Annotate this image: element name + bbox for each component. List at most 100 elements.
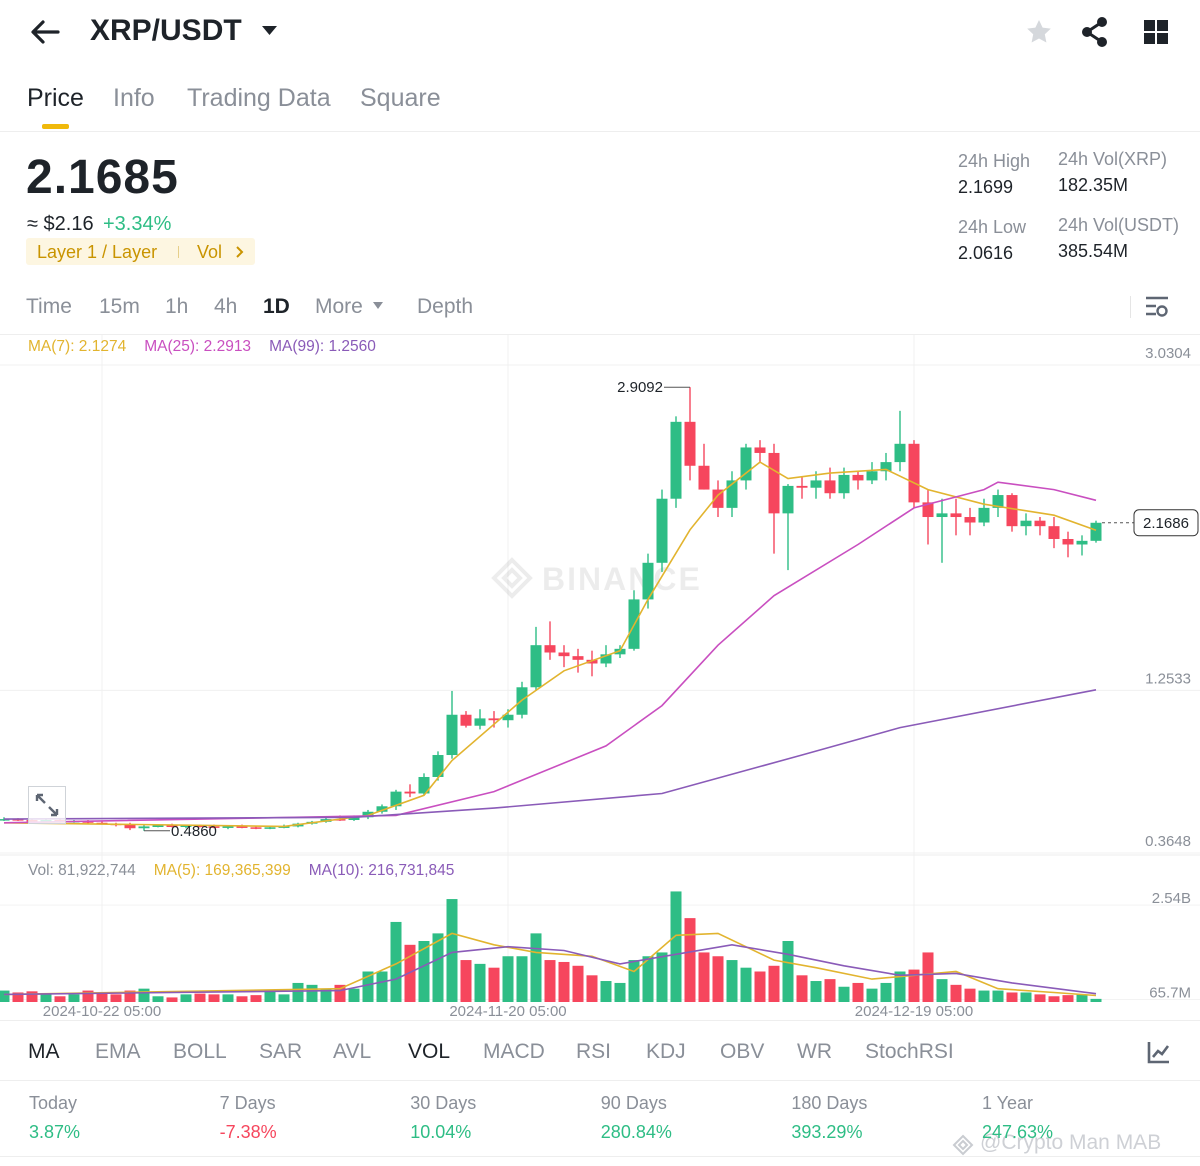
back-button[interactable]	[28, 18, 62, 46]
volume-bar	[124, 990, 136, 1002]
legend-item: MA(99): 1.2560	[269, 338, 376, 355]
candle-body	[768, 452, 780, 514]
pair-title[interactable]: XRP/USDT	[90, 14, 242, 47]
stat-value: 2.1699	[958, 177, 1014, 197]
candle-body	[460, 714, 472, 726]
volume-bar	[684, 918, 696, 1002]
volume-bar	[348, 988, 360, 1002]
indicator[interactable]: OBV	[720, 1040, 765, 1063]
tab[interactable]: Price	[27, 84, 84, 112]
return-label: 30 Days	[410, 1093, 477, 1113]
tag[interactable]: Vol	[197, 242, 223, 262]
candle-body	[936, 513, 948, 518]
watermark-logo	[491, 557, 533, 599]
legend-item: MA(5): 169,365,399	[153, 862, 291, 879]
candle-body	[586, 659, 598, 664]
volume-bar	[1034, 994, 1046, 1002]
divider	[1130, 296, 1131, 318]
ma-line	[3, 689, 1097, 820]
indicator[interactable]: AVL	[333, 1040, 372, 1063]
volume-bar	[586, 975, 598, 1002]
share-icon[interactable]	[1080, 16, 1110, 48]
volume-bar	[376, 971, 388, 1002]
interval[interactable]: Time	[26, 295, 72, 318]
candle-body	[208, 826, 220, 828]
interval[interactable]: 1h	[165, 295, 189, 318]
legend-item: MA(10): 216,731,845	[308, 862, 455, 879]
tab[interactable]: Info	[113, 84, 155, 112]
candle-body	[950, 513, 962, 518]
candle-body	[376, 806, 388, 812]
interval[interactable]: 1D	[263, 295, 290, 318]
candle-body	[572, 656, 584, 660]
candle-body	[740, 447, 752, 481]
volume-bar	[180, 994, 192, 1002]
volume-bar	[1090, 998, 1102, 1002]
pair-dropdown[interactable]	[260, 24, 280, 38]
tag-box[interactable]	[26, 238, 255, 265]
chart-settings-icon[interactable]	[1145, 296, 1169, 318]
return-label: 90 Days	[600, 1093, 667, 1113]
interval[interactable]: Depth	[417, 295, 474, 318]
return-label: 1 Year	[982, 1093, 1034, 1113]
divider	[0, 1080, 1200, 1081]
stat-label: 24h Vol(XRP)	[1058, 149, 1168, 169]
volume-bar	[866, 988, 878, 1002]
indicator[interactable]: MACD	[483, 1040, 545, 1063]
volume-bar	[572, 965, 584, 1002]
candle-body	[530, 645, 542, 688]
candle-body	[250, 827, 262, 829]
more-caret[interactable]	[372, 301, 384, 311]
indicator[interactable]: WR	[797, 1040, 832, 1063]
tag[interactable]: Layer 1 / Layer	[37, 242, 158, 262]
indicator[interactable]: StochRSI	[865, 1040, 954, 1063]
volume-bar	[530, 933, 542, 1002]
volume-bar	[82, 990, 94, 1002]
candle-body	[1076, 540, 1088, 545]
tab[interactable]: Square	[360, 84, 441, 112]
fullscreen-button[interactable]	[28, 786, 66, 824]
indicator[interactable]: MA	[28, 1040, 60, 1063]
indicator[interactable]: BOLL	[173, 1040, 227, 1063]
volume-bar	[614, 982, 626, 1002]
volume-bar	[432, 933, 444, 1002]
layout-icon[interactable]	[1143, 19, 1171, 47]
watermark-logo	[952, 1134, 974, 1156]
indicator-settings-icon[interactable]	[1147, 1040, 1171, 1064]
divider	[0, 1020, 1200, 1021]
interval[interactable]: More	[315, 295, 363, 318]
indicator[interactable]: EMA	[95, 1040, 141, 1063]
stat-label: 24h High	[958, 151, 1031, 171]
tab[interactable]: Trading Data	[187, 84, 331, 112]
candle-body	[1048, 526, 1060, 539]
volume-bar	[236, 996, 248, 1002]
indicator[interactable]: VOL	[408, 1040, 451, 1063]
indicator[interactable]: RSI	[576, 1040, 612, 1063]
volume-bar	[978, 990, 990, 1002]
candle-body	[222, 826, 234, 828]
volume-bar	[152, 996, 164, 1002]
candle-body	[1020, 520, 1032, 527]
volume-bar	[936, 979, 948, 1002]
favorite-icon[interactable]	[1024, 17, 1054, 47]
volume-bar	[698, 952, 710, 1002]
volume-bar	[1048, 996, 1060, 1002]
candle-body	[1006, 495, 1018, 527]
ma-line	[3, 943, 1097, 996]
volume-bar	[852, 982, 864, 1002]
volume-bar	[68, 994, 80, 1002]
volume-bar	[726, 960, 738, 1002]
candle-body	[1062, 538, 1074, 545]
stat-value: 182.35M	[1058, 175, 1129, 195]
indicator[interactable]: KDJ	[646, 1040, 686, 1063]
candle-body	[474, 718, 486, 726]
indicator[interactable]: SAR	[259, 1040, 303, 1063]
high-label: 2.9092	[617, 379, 663, 396]
candle-body	[866, 471, 878, 481]
volume-bar	[782, 941, 794, 1002]
interval[interactable]: 15m	[99, 295, 140, 318]
interval[interactable]: 4h	[214, 295, 238, 318]
volume-bar	[54, 996, 66, 1002]
